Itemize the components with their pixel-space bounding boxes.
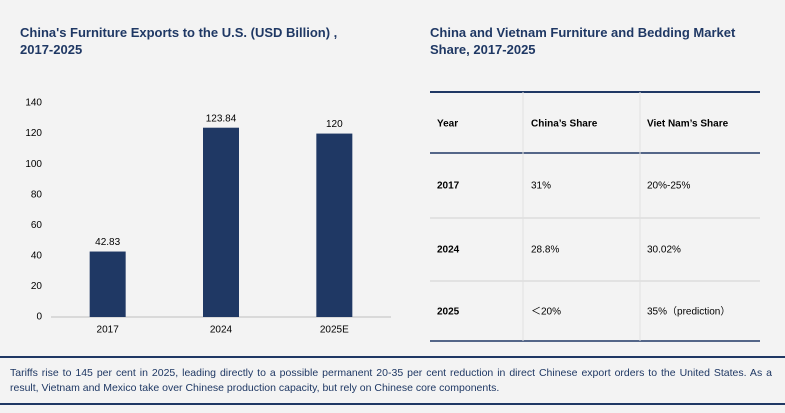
- data-label: 42.83: [95, 237, 120, 248]
- y-tick-label: 0: [36, 312, 42, 323]
- bar: [203, 127, 239, 317]
- y-tick-label: 100: [25, 159, 42, 170]
- y-tick-label: 120: [25, 128, 42, 139]
- bar: [89, 251, 126, 317]
- table-cell: ＜20%: [531, 307, 561, 318]
- data-label: 123.84: [206, 113, 237, 124]
- table-cell: 28.8%: [531, 245, 559, 256]
- footer-note: Tariffs rise to 145 per cent in 2025, le…: [10, 367, 772, 394]
- table-cell: 2024: [437, 245, 460, 256]
- table-cell: 2025: [437, 307, 460, 318]
- bar: [316, 133, 353, 317]
- table-header: China’s Share: [531, 119, 598, 130]
- x-tick-label: 2024: [210, 325, 233, 336]
- data-label: 120: [326, 119, 343, 130]
- table-title: China and Vietnam Furniture and Bedding …: [430, 25, 736, 57]
- y-tick-label: 20: [31, 281, 43, 292]
- y-tick-label: 80: [31, 189, 43, 200]
- table-cell: 20%-25%: [647, 181, 690, 192]
- y-tick-label: 40: [31, 250, 43, 261]
- table-header: Viet Nam’s Share: [647, 119, 729, 130]
- x-tick-label: 2017: [97, 325, 120, 336]
- table-header: Year: [437, 119, 458, 130]
- table-cell: 30.02%: [647, 245, 681, 256]
- chart-title: China's Furniture Exports to the U.S. (U…: [20, 25, 338, 57]
- x-tick-label: 2025E: [320, 325, 349, 336]
- y-tick-label: 60: [31, 220, 43, 231]
- table-cell: 2017: [437, 181, 460, 192]
- y-tick-label: 140: [25, 98, 42, 109]
- table-cell: 31%: [531, 181, 551, 192]
- table-cell: 35%（prediction）: [647, 306, 730, 318]
